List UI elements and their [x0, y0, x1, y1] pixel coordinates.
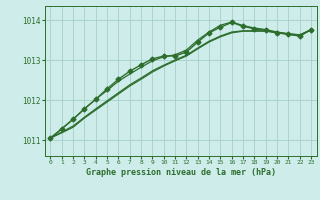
X-axis label: Graphe pression niveau de la mer (hPa): Graphe pression niveau de la mer (hPa) [86, 168, 276, 177]
